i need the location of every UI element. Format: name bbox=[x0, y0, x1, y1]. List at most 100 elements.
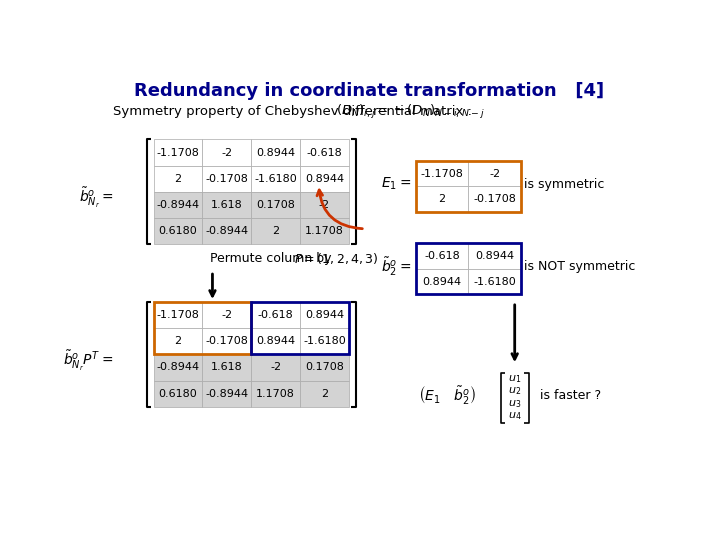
Bar bbox=[251, 218, 300, 244]
Text: 2: 2 bbox=[321, 389, 328, 399]
Text: 2: 2 bbox=[174, 174, 181, 184]
Bar bbox=[300, 192, 349, 218]
Text: 2: 2 bbox=[438, 194, 446, 204]
Bar bbox=[300, 354, 349, 381]
Text: -1.1708: -1.1708 bbox=[420, 169, 463, 179]
Text: is NOT symmetric: is NOT symmetric bbox=[524, 260, 635, 273]
Text: -0.618: -0.618 bbox=[258, 310, 294, 320]
Bar bbox=[153, 381, 202, 407]
Bar bbox=[153, 302, 202, 328]
Text: -2: -2 bbox=[319, 200, 330, 210]
Text: $u_3$: $u_3$ bbox=[508, 398, 521, 410]
Text: 0.6180: 0.6180 bbox=[158, 389, 197, 399]
Bar bbox=[415, 161, 521, 212]
Bar bbox=[202, 166, 251, 192]
Text: -1.6180: -1.6180 bbox=[303, 336, 346, 346]
Bar bbox=[251, 302, 349, 354]
Text: is faster ?: is faster ? bbox=[539, 389, 600, 402]
Text: -2: -2 bbox=[221, 310, 233, 320]
Bar bbox=[251, 166, 300, 192]
Bar bbox=[153, 302, 251, 354]
Text: $\left(E_1 \quad \tilde{b}^o_2\right)$: $\left(E_1 \quad \tilde{b}^o_2\right)$ bbox=[418, 384, 475, 407]
Bar bbox=[202, 192, 251, 218]
Text: -0.618: -0.618 bbox=[307, 147, 342, 158]
Bar bbox=[300, 166, 349, 192]
Text: 0.8944: 0.8944 bbox=[423, 276, 462, 287]
Bar bbox=[202, 354, 251, 381]
Text: -1.6180: -1.6180 bbox=[473, 276, 516, 287]
Text: $\tilde{b}^o_{N_r} =$: $\tilde{b}^o_{N_r} =$ bbox=[78, 186, 113, 210]
Text: 2: 2 bbox=[174, 336, 181, 346]
Bar bbox=[300, 328, 349, 354]
Text: 2: 2 bbox=[272, 226, 279, 236]
Bar bbox=[415, 161, 468, 186]
Text: 0.8944: 0.8944 bbox=[475, 251, 514, 261]
Text: Symmetry property of Chebyshev differential matrix :: Symmetry property of Chebyshev different… bbox=[113, 105, 477, 118]
Bar bbox=[300, 302, 349, 328]
Bar bbox=[468, 186, 521, 212]
Bar bbox=[153, 139, 202, 166]
Text: is symmetric: is symmetric bbox=[524, 178, 604, 191]
Bar bbox=[468, 161, 521, 186]
Text: 1.1708: 1.1708 bbox=[256, 389, 295, 399]
Bar bbox=[153, 166, 202, 192]
Text: -0.8944: -0.8944 bbox=[156, 200, 199, 210]
Bar bbox=[202, 218, 251, 244]
Text: -0.8944: -0.8944 bbox=[205, 226, 248, 236]
Text: -0.1708: -0.1708 bbox=[473, 194, 516, 204]
Text: -0.1708: -0.1708 bbox=[205, 336, 248, 346]
Text: 0.8944: 0.8944 bbox=[256, 147, 295, 158]
Bar bbox=[153, 328, 202, 354]
Text: $\tilde{b}^o_2 =$: $\tilde{b}^o_2 =$ bbox=[382, 255, 412, 278]
Bar bbox=[251, 354, 300, 381]
Text: 0.1708: 0.1708 bbox=[305, 362, 344, 373]
Bar bbox=[300, 139, 349, 166]
Bar bbox=[251, 139, 300, 166]
Text: 1.618: 1.618 bbox=[211, 362, 243, 373]
Bar bbox=[415, 186, 468, 212]
Text: -2: -2 bbox=[489, 169, 500, 179]
Text: 0.8944: 0.8944 bbox=[305, 174, 344, 184]
Bar bbox=[300, 218, 349, 244]
Text: -0.1708: -0.1708 bbox=[205, 174, 248, 184]
Text: Redundancy in coordinate transformation   [4]: Redundancy in coordinate transformation … bbox=[134, 82, 604, 100]
Text: $u_1$: $u_1$ bbox=[508, 373, 521, 385]
Bar bbox=[251, 302, 300, 328]
Text: $\tilde{b}^o_{N_r} P^T =$: $\tilde{b}^o_{N_r} P^T =$ bbox=[63, 349, 113, 373]
Text: -0.618: -0.618 bbox=[424, 251, 460, 261]
Text: $(D_N)_{i,j} = -(D_N)_{N-i,\,N-j}$: $(D_N)_{i,j} = -(D_N)_{N-i,\,N-j}$ bbox=[336, 103, 485, 120]
Bar bbox=[468, 244, 521, 269]
Bar bbox=[202, 139, 251, 166]
Bar bbox=[468, 269, 521, 294]
Bar bbox=[153, 218, 202, 244]
Bar bbox=[415, 269, 468, 294]
Bar bbox=[415, 244, 468, 269]
Text: -0.8944: -0.8944 bbox=[156, 362, 199, 373]
Text: 0.8944: 0.8944 bbox=[256, 336, 295, 346]
Text: $P = (1,2,4,3)$: $P = (1,2,4,3)$ bbox=[294, 251, 379, 266]
Text: -2: -2 bbox=[221, 147, 233, 158]
Bar bbox=[300, 381, 349, 407]
Bar bbox=[202, 328, 251, 354]
Text: 0.6180: 0.6180 bbox=[158, 226, 197, 236]
Text: -0.8944: -0.8944 bbox=[205, 389, 248, 399]
Bar bbox=[251, 381, 300, 407]
Text: -1.6180: -1.6180 bbox=[254, 174, 297, 184]
Text: 1.618: 1.618 bbox=[211, 200, 243, 210]
Text: -2: -2 bbox=[270, 362, 282, 373]
Bar bbox=[153, 192, 202, 218]
Bar bbox=[415, 244, 521, 294]
Text: $u_2$: $u_2$ bbox=[508, 386, 521, 397]
Text: 0.8944: 0.8944 bbox=[305, 310, 344, 320]
Bar bbox=[251, 328, 300, 354]
Text: $E_1 =$: $E_1 =$ bbox=[382, 176, 412, 192]
Bar bbox=[251, 192, 300, 218]
Bar bbox=[153, 354, 202, 381]
Bar bbox=[202, 381, 251, 407]
Text: $u_4$: $u_4$ bbox=[508, 411, 521, 422]
Text: -1.1708: -1.1708 bbox=[156, 147, 199, 158]
Text: 0.1708: 0.1708 bbox=[256, 200, 295, 210]
Bar bbox=[202, 302, 251, 328]
Text: Permute column by: Permute column by bbox=[210, 252, 340, 265]
Text: -1.1708: -1.1708 bbox=[156, 310, 199, 320]
